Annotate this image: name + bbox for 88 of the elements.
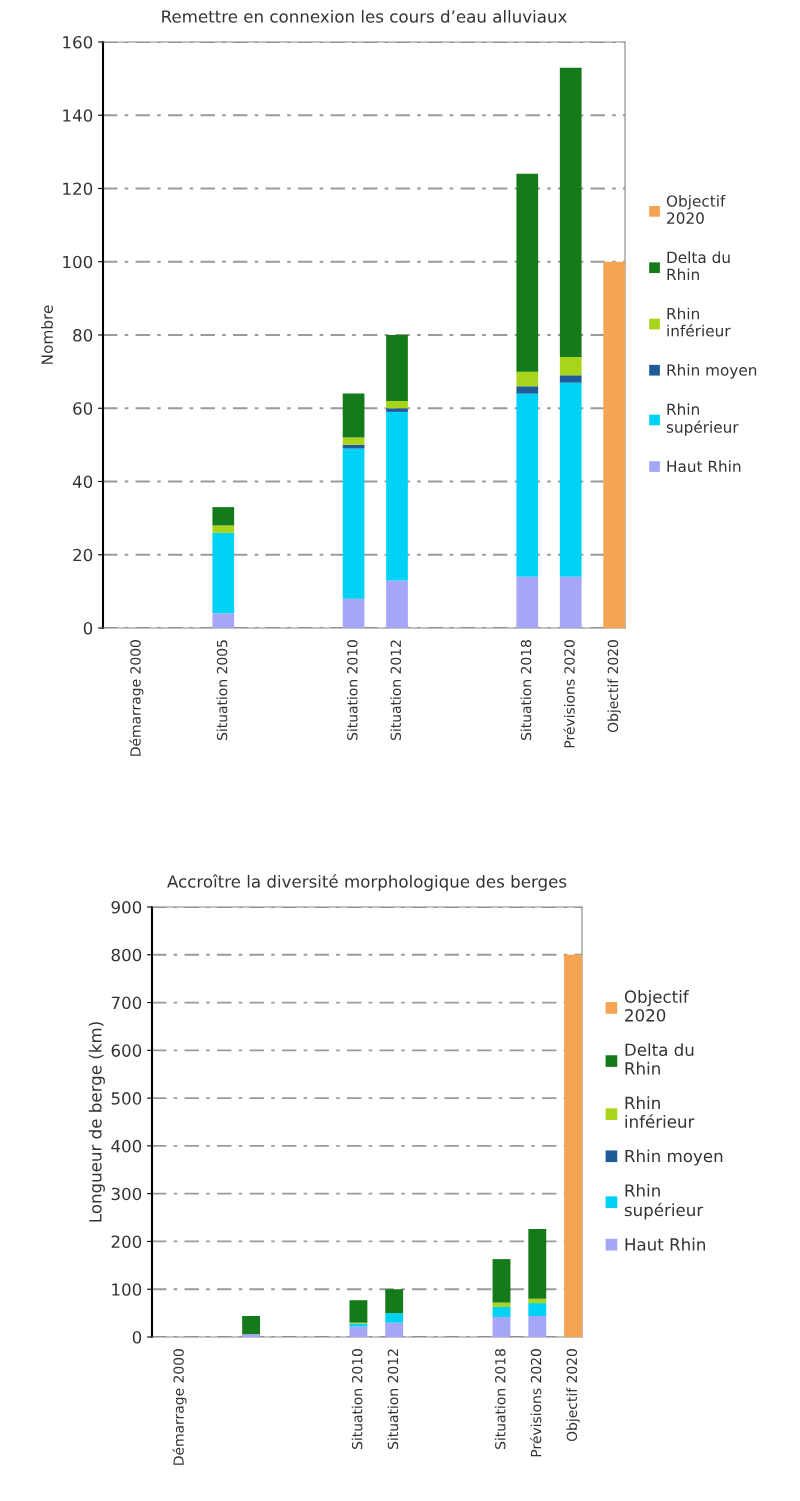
x-tick-label: Situation 2010 — [351, 1349, 363, 1449]
bar — [516, 393, 539, 577]
y-tick-label: 40 — [72, 475, 93, 489]
bar — [212, 613, 235, 628]
y-tick-label: 900 — [111, 900, 142, 914]
bar — [528, 1229, 547, 1299]
x-tick-label: Démarrage 2000 — [172, 1349, 187, 1465]
y-tick-label: 700 — [111, 996, 142, 1010]
bar — [212, 525, 235, 533]
bar — [386, 400, 408, 409]
x-tick-label: Démarrage 2000 — [129, 640, 144, 756]
bar — [242, 1334, 261, 1337]
x-tick-label: Situation 2018 — [520, 640, 532, 740]
y-tick-label: 400 — [111, 1139, 142, 1153]
bar — [516, 576, 539, 628]
x-tick-label: Objectif 2020 — [607, 640, 621, 733]
x-tick-label: Situation 2005 — [216, 640, 228, 740]
legend-label: Rhin inférieur — [667, 307, 731, 337]
bar — [559, 382, 582, 577]
legend-label: Delta du Rhin — [625, 1043, 694, 1075]
y-tick-label: 500 — [111, 1092, 142, 1105]
x-tick-label: Prévisions 2020 — [530, 1349, 542, 1457]
y-tick-label: 100 — [112, 1283, 142, 1296]
bar — [385, 1322, 404, 1337]
x-tick-label: Prévisions 2020 — [563, 640, 575, 748]
y-tick-label: 20 — [73, 548, 93, 562]
y-axis-title: Nombre — [41, 305, 53, 364]
bar — [559, 576, 582, 628]
legend-label: Rhin supérieur — [624, 1183, 704, 1220]
y-tick-label: 100 — [63, 255, 93, 269]
y-axis-title: Longueur de berge (km) — [88, 1022, 105, 1222]
bar — [516, 371, 539, 387]
y-tick-label: 600 — [111, 1044, 142, 1057]
x-tick-label: Situation 2012 — [387, 1349, 399, 1449]
x-tick-label: Situation 2012 — [390, 640, 402, 740]
bar — [516, 173, 539, 372]
chart-title: Remettre en connexion les cours d’eau alluviaux — [162, 9, 567, 23]
bar — [516, 386, 539, 394]
y-tick-label: 120 — [63, 182, 93, 196]
bar — [528, 1298, 547, 1304]
legend-label: Objectif 2020 — [666, 194, 726, 224]
bar — [386, 408, 408, 412]
bar — [242, 1315, 261, 1335]
y-tick-label: 300 — [111, 1187, 142, 1201]
y-tick-label: 140 — [63, 109, 93, 122]
legend-label: Rhin inférieur — [625, 1096, 695, 1128]
bar — [342, 448, 365, 599]
bar — [559, 375, 582, 383]
bar — [492, 1306, 511, 1317]
y-tick-label: 200 — [111, 1235, 142, 1249]
bar — [559, 356, 582, 376]
chart-title: Accroître la diversité morphologique des berges — [167, 874, 567, 892]
bar — [386, 335, 408, 401]
bar — [342, 393, 365, 438]
bar — [528, 1315, 547, 1337]
legend-label: Rhin moyen — [667, 363, 757, 379]
legend-label: Rhin moyen — [625, 1149, 723, 1166]
bar — [492, 1259, 511, 1303]
x-tick-label: Situation 2010 — [346, 640, 358, 740]
bar — [212, 532, 235, 614]
bar — [349, 1326, 368, 1337]
y-tick-label: 800 — [111, 948, 142, 962]
legend-label: Haut Rhin — [625, 1237, 705, 1251]
y-tick-label: 0 — [132, 1330, 142, 1344]
bar — [603, 261, 625, 628]
bar — [342, 437, 365, 445]
bar — [385, 1313, 404, 1323]
x-tick-label: Objectif 2020 — [566, 1349, 580, 1442]
legend-label: Rhin supérieur — [666, 403, 739, 436]
y-tick-label: 80 — [73, 328, 93, 342]
bar — [564, 954, 582, 1337]
bar — [349, 1300, 368, 1323]
bar — [212, 507, 235, 526]
legend-label: Haut Rhin — [667, 460, 741, 473]
bar — [342, 598, 365, 628]
bar — [386, 580, 408, 628]
y-tick-label: 160 — [63, 35, 93, 49]
y-tick-label: 0 — [83, 621, 93, 635]
y-tick-label: 60 — [73, 402, 93, 415]
bar — [385, 1289, 404, 1314]
legend-label: Objectif 2020 — [624, 990, 690, 1022]
bar — [559, 67, 582, 357]
legend-label: Delta du Rhin — [667, 251, 730, 280]
bar — [528, 1303, 547, 1316]
bar — [386, 411, 408, 581]
bar — [342, 444, 365, 449]
x-tick-label: Situation 2018 — [494, 1349, 506, 1449]
bar — [492, 1316, 511, 1337]
